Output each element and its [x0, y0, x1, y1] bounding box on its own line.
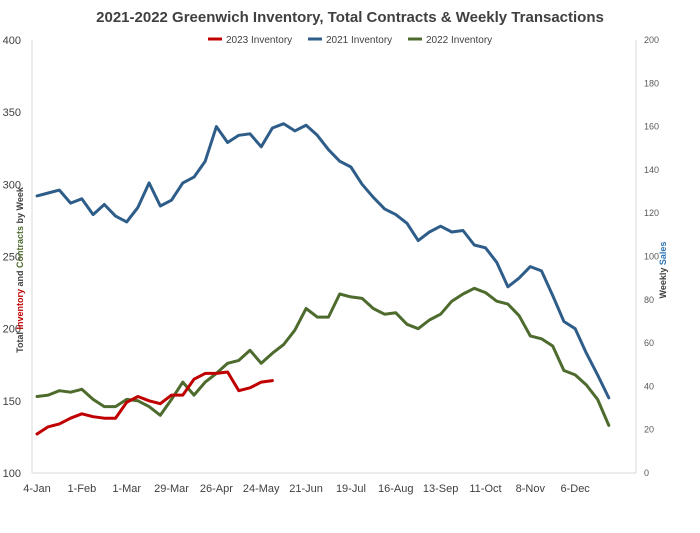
- x-tick-label: 1-Mar: [112, 483, 141, 495]
- left-tick-label: 150: [3, 396, 21, 408]
- legend-label: 2021 Inventory: [326, 35, 392, 46]
- x-tick-label: 13-Sep: [423, 483, 458, 495]
- left-axis-label-contracts: Contracts: [15, 226, 25, 268]
- right-axis-label-sales: Sales: [658, 242, 668, 266]
- right-axis-label: Weekly Sales: [658, 242, 668, 299]
- right-tick-label: 120: [644, 208, 659, 218]
- right-tick-label: 80: [644, 295, 654, 305]
- x-tick-label: 8-Nov: [516, 483, 546, 495]
- series-lines: [35, 122, 611, 436]
- chart-title: 2021-2022 Greenwich Inventory, Total Con…: [96, 9, 604, 26]
- x-tick-label: 16-Aug: [378, 483, 413, 495]
- series-line: [35, 122, 611, 400]
- legend: 2023 Inventory 2021 Inventory 2022 Invento…: [208, 35, 492, 46]
- legend-label: 2023 Inventory: [226, 35, 292, 46]
- x-tick-label: 21-Jun: [289, 483, 323, 495]
- x-tick-label: 24-May: [243, 483, 280, 495]
- right-axis-label-part: Weekly: [658, 265, 668, 298]
- x-tick-label: 6-Dec: [560, 483, 590, 495]
- left-axis-label-part: and: [15, 268, 25, 289]
- left-tick-label: 200: [3, 324, 21, 336]
- right-tick-label: 180: [644, 78, 659, 88]
- x-tick-label: 11-Oct: [469, 483, 501, 495]
- right-tick-label: 200: [644, 35, 659, 45]
- left-axis-label: Total Inventory and Contracts by Week: [15, 186, 25, 353]
- x-tick-label: 1-Feb: [67, 483, 96, 495]
- x-axis-ticks: 4-Jan 1-Feb 1-Mar 29-Mar 26-Apr 24-May 21-Jun 1…: [23, 483, 590, 495]
- right-tick-label: 100: [644, 252, 659, 262]
- right-tick-label: 40: [644, 381, 654, 391]
- left-axis-label-inventory: Inventory: [15, 289, 25, 330]
- right-tick-label: 0: [644, 468, 649, 478]
- left-axis-ticks: 100 150 200 250 300 350 400: [3, 35, 21, 480]
- left-tick-label: 350: [3, 107, 21, 119]
- x-tick-label: 29-Mar: [154, 483, 189, 495]
- left-tick-label: 400: [3, 35, 21, 47]
- right-tick-label: 160: [644, 122, 659, 132]
- left-tick-label: 250: [3, 252, 21, 264]
- legend-label: 2022 Inventory: [426, 35, 492, 46]
- left-tick-label: 100: [3, 468, 21, 480]
- series-line: [35, 370, 274, 436]
- left-axis-label-part: by Week: [15, 186, 25, 226]
- right-tick-label: 140: [644, 165, 659, 175]
- left-axis-label-part: Total: [15, 330, 25, 353]
- x-tick-label: 19-Jul: [336, 483, 366, 495]
- x-tick-label: 4-Jan: [23, 483, 51, 495]
- right-tick-label: 20: [644, 425, 654, 435]
- left-tick-label: 300: [3, 179, 21, 191]
- x-tick-label: 26-Apr: [200, 483, 233, 495]
- right-axis-ticks: 0 20 40 60 80 100 120 140 160 180 200: [644, 35, 659, 478]
- right-tick-label: 60: [644, 338, 654, 348]
